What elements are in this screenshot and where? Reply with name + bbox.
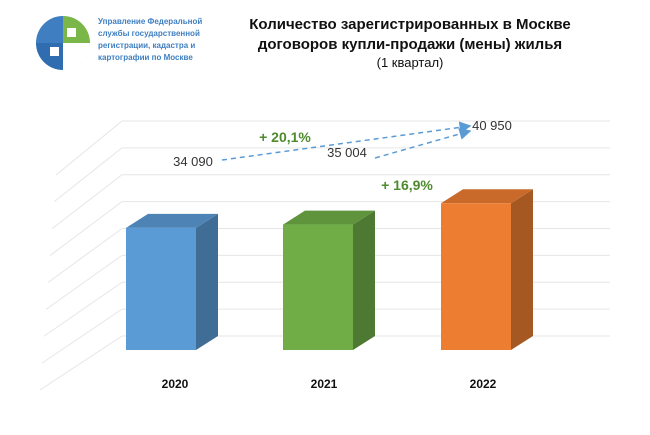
bar-top-2021 [283, 210, 375, 225]
chart-title: Количество зарегистрированных в Москве д… [230, 15, 590, 55]
grid-line-diagonal [53, 147, 123, 203]
grid-line-diagonal [47, 228, 123, 283]
org-line-2: службы государственной [98, 29, 200, 38]
growth-annotation: + 20,1% [259, 129, 311, 145]
grid-line-diagonal [49, 201, 123, 257]
bar-top-2022 [441, 189, 533, 204]
growth-arrow-2021-2022 [374, 128, 472, 159]
value-label-2021: 35 004 [327, 145, 367, 160]
bar-top-2020 [126, 213, 218, 228]
title-line-2: договоров купли-продажи (мены) жилья [257, 36, 563, 53]
grid-line-diagonal [51, 174, 123, 230]
grid-line-diagonal [43, 281, 123, 337]
bar-side-2021 [353, 210, 375, 350]
bar-side-2022 [511, 189, 533, 350]
value-label-2022: 40 950 [472, 118, 512, 133]
title-line-1: Количество зарегистрированных в Москве [249, 16, 571, 33]
x-tick-label: 2022 [470, 377, 497, 391]
bar-2020 [126, 227, 196, 350]
growth-arrow-2020-2022 [221, 121, 472, 161]
organization-name: Управление Федеральной службы государств… [98, 16, 228, 64]
grid-line-diagonal [45, 254, 123, 310]
org-line-4: картографии по Москве [98, 53, 193, 62]
grid-line-diagonal [39, 335, 123, 391]
chart-subtitle: (1 квартал) [376, 55, 444, 70]
growth-annotation: + 16,9% [381, 177, 433, 193]
grid-line-diagonal [41, 308, 123, 364]
org-line-3: регистрации, кадастра и [98, 41, 196, 50]
bar-2021 [283, 224, 353, 350]
grid-line-diagonal [55, 120, 123, 176]
x-tick-label: 2020 [162, 377, 189, 391]
rosreestr-logo [36, 16, 90, 70]
org-line-1: Управление Федеральной [98, 17, 203, 26]
bar-2022 [441, 203, 511, 350]
value-label-2020: 34 090 [173, 154, 213, 169]
bar-side-2020 [196, 213, 218, 350]
x-tick-label: 2021 [311, 377, 338, 391]
